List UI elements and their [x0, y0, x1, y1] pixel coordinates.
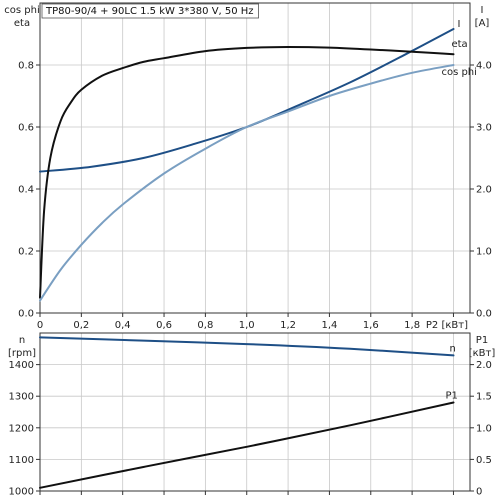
chart-title: TP80-90/4 + 90LC 1.5 kW 3*380 V, 50 Hz: [45, 6, 254, 17]
y-right-axis-label: [A]: [475, 18, 490, 29]
x-tick-label: 0,2: [73, 320, 89, 331]
chart-title-box: [41, 3, 259, 19]
y-left-tick-label: 1000: [9, 487, 34, 498]
chart-panel-2: [36, 332, 474, 495]
x-tick-label: 1,2: [280, 320, 296, 331]
y-right-tick-label: 4.0: [476, 61, 492, 72]
series-line-cos-phi: [39, 64, 455, 302]
y-left-tick-label: 0.2: [18, 247, 34, 258]
y-right-tick-label: 0.0: [476, 309, 492, 320]
x-tick-label: 1,8: [404, 320, 420, 331]
series-line-eta: [39, 46, 455, 299]
y-right-axis-label: [кВт]: [469, 348, 496, 359]
x-tick-label: 0,8: [197, 320, 213, 331]
series-label-P1: P1: [445, 391, 457, 402]
series-label-I: I: [457, 19, 460, 30]
y-right-axis-label: I: [481, 5, 484, 16]
y-left-tick-label: 0.8: [18, 61, 34, 72]
x-tick-label: 1,4: [321, 320, 337, 331]
y-left-tick-label: 1200: [9, 423, 34, 434]
chart-panel-1: [36, 2, 474, 317]
plot-frame: [39, 2, 471, 314]
x-tick-label: 1,6: [363, 320, 379, 331]
plot-frame: [39, 332, 471, 492]
series-line-P1: [39, 401, 455, 489]
y-right-tick-label: 1.0: [476, 247, 492, 258]
y-right-tick-label: 3.0: [476, 123, 492, 134]
y-right-tick-label: 2.0: [476, 360, 492, 371]
y-right-tick-label: 0.5: [476, 455, 492, 466]
y-left-tick-label: 1400: [9, 360, 34, 371]
y-right-tick-label: 1.0: [476, 423, 492, 434]
x-tick-label: 0,4: [115, 320, 131, 331]
series-label-cos-phi: cos phi: [441, 67, 476, 78]
y-right-tick-label: 0: [476, 487, 482, 498]
y-left-axis-label: eta: [14, 18, 30, 29]
y-left-axis-label: n: [19, 335, 25, 346]
x-tick-label: 0: [37, 320, 43, 331]
y-left-tick-label: 0.6: [18, 123, 34, 134]
x-tick-label: 0,6: [156, 320, 172, 331]
y-right-tick-label: 1.5: [476, 392, 492, 403]
series-label-eta: eta: [451, 39, 467, 50]
y-left-tick-label: 0.4: [18, 185, 34, 196]
y-left-axis-label: cos phi: [4, 5, 39, 16]
y-right-axis-label: P1: [476, 335, 488, 346]
x-tick-label: 1,0: [239, 320, 255, 331]
y-left-tick-label: 1300: [9, 392, 34, 403]
y-left-tick-label: 1100: [9, 455, 34, 466]
y-left-tick-label: 0.0: [18, 309, 34, 320]
x-axis-label: P2 [кВт]: [426, 320, 468, 331]
y-right-tick-label: 2.0: [476, 185, 492, 196]
series-line-n: [39, 336, 455, 357]
series-label-n: n: [449, 343, 455, 354]
y-left-axis-label: [rpm]: [8, 348, 36, 359]
